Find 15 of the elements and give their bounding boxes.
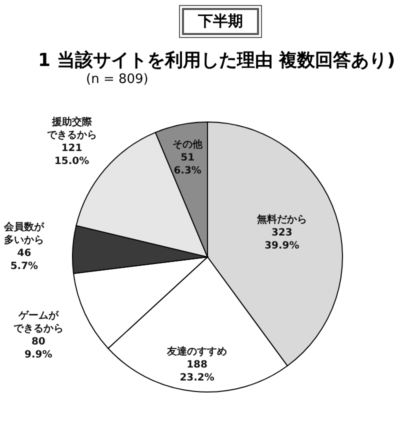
slice-label: 会員数が多いから xyxy=(3,221,46,246)
slice-label: ゲームができるから xyxy=(13,310,64,335)
slice-label: その他 xyxy=(172,138,204,151)
text: (n = 809) xyxy=(86,72,148,87)
slice-label: 無料だから xyxy=(256,214,307,226)
slice-label: 援助交際できるから xyxy=(46,116,97,142)
data-label: 188 23.2% xyxy=(180,359,214,384)
slice-label: 友達のすすめ xyxy=(166,345,228,358)
data-label: 46 5.7% xyxy=(10,248,38,272)
chart-title: 下半期 xyxy=(182,8,259,35)
data-label: 121 15.0% xyxy=(54,143,90,168)
chart-subtitle: 1 当該サイトを利用した理由 複数回答あり) xyxy=(38,49,396,72)
data-label: 323 39.9% xyxy=(264,228,300,252)
data-label: 51 6.3% xyxy=(174,152,202,177)
data-label: 80 9.9% xyxy=(24,336,52,361)
